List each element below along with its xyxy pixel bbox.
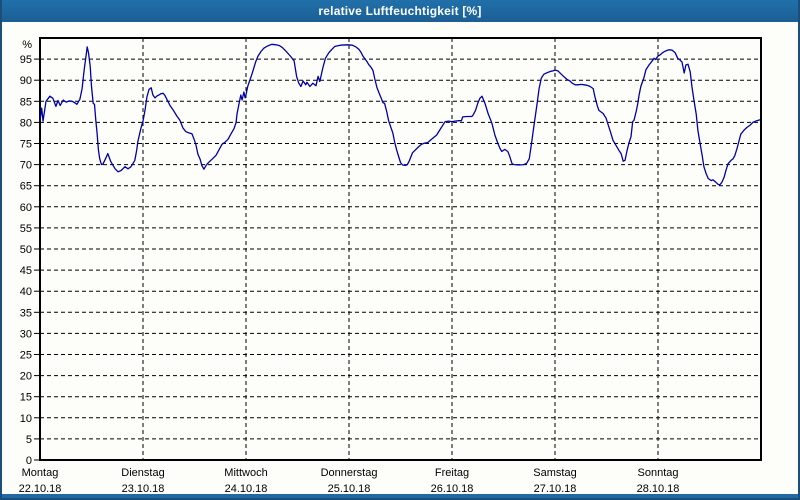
y-tick-label: 80 xyxy=(20,117,32,129)
y-tick-label: 60 xyxy=(20,202,32,214)
y-tick-label: 85 xyxy=(20,96,32,108)
y-tick-label: 50 xyxy=(20,244,32,256)
day-name-label: Montag xyxy=(22,467,59,479)
y-axis-unit-label: % xyxy=(22,39,32,51)
y-tick-label: 15 xyxy=(20,392,32,404)
window-title: relative Luftfeuchtigkeit [%] xyxy=(318,4,482,18)
y-tick-label: 55 xyxy=(20,223,32,235)
day-name-label: Sonntag xyxy=(638,467,679,479)
window-titlebar[interactable]: relative Luftfeuchtigkeit [%] xyxy=(2,0,798,22)
chart-content: 0 5 10 15 20 25 30 35 40 45 50 55 60 65 70 75 80 85 90 95% M… xyxy=(2,22,798,494)
y-tick-label: 5 xyxy=(26,434,32,446)
day-name-label: Donnerstag xyxy=(321,467,378,479)
plot-frame xyxy=(39,37,762,461)
y-tick-label: 75 xyxy=(20,139,32,151)
day-name-label: Mittwoch xyxy=(224,467,267,479)
day-date-label: 25.10.18 xyxy=(328,483,371,494)
day-name-label: Dienstag xyxy=(121,467,164,479)
y-tick-label: 0 xyxy=(26,455,32,467)
humidity-series-line xyxy=(39,43,761,186)
day-date-label: 22.10.18 xyxy=(19,483,62,494)
day-name-label: Freitag xyxy=(435,467,469,479)
humidity-line-chart: 0 5 10 15 20 25 30 35 40 45 50 55 60 65 70 75 80 85 90 95% M… xyxy=(19,37,762,494)
y-tick-label: 25 xyxy=(20,350,32,362)
y-tick-label: 30 xyxy=(20,328,32,340)
day-date-label: 27.10.18 xyxy=(534,483,577,494)
window-bottom-strip xyxy=(2,494,798,498)
y-tick-label: 70 xyxy=(20,160,32,172)
day-date-label: 26.10.18 xyxy=(431,483,474,494)
y-tick-label: 10 xyxy=(20,413,32,425)
y-tick-label: 20 xyxy=(20,371,32,383)
y-tick-label: 40 xyxy=(20,286,32,298)
y-tick-label: 95 xyxy=(20,54,32,66)
y-tick-label: 35 xyxy=(20,307,32,319)
y-tick-label: 90 xyxy=(20,75,32,87)
day-name-label: Samstag xyxy=(533,467,576,479)
day-date-label: 23.10.18 xyxy=(122,483,165,494)
y-tick-label: 65 xyxy=(20,181,32,193)
y-tick-label: 45 xyxy=(20,265,32,277)
day-date-label: 24.10.18 xyxy=(225,483,268,494)
day-date-label: 28.10.18 xyxy=(637,483,680,494)
